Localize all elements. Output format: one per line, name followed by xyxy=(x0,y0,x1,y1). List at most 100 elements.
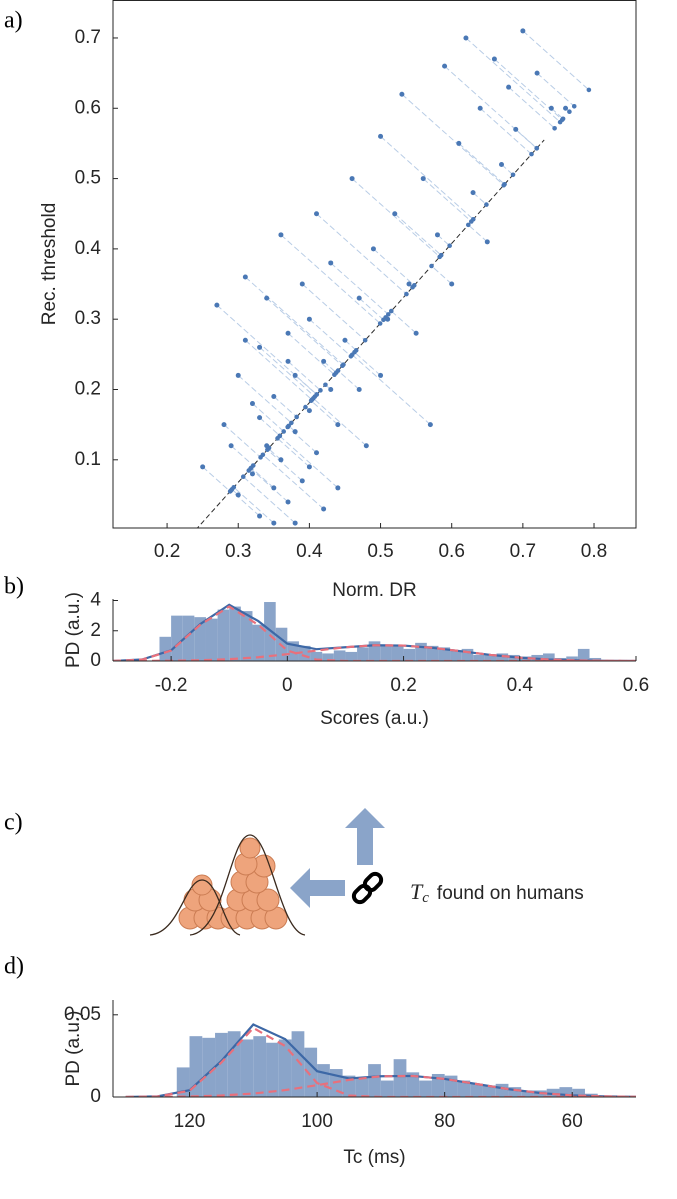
bar xyxy=(266,1042,279,1097)
point xyxy=(442,63,448,69)
bar xyxy=(508,1087,522,1097)
connector xyxy=(259,417,281,437)
connector xyxy=(458,143,505,185)
bar xyxy=(194,617,206,661)
connector xyxy=(294,375,317,395)
point xyxy=(413,330,419,336)
connector xyxy=(515,128,538,149)
point xyxy=(200,464,206,470)
caption-text: found on humans xyxy=(437,883,584,904)
y-tick-label: 0.4 xyxy=(75,238,102,259)
point xyxy=(249,401,255,407)
connector xyxy=(252,403,285,432)
projected-point xyxy=(468,219,474,224)
bar xyxy=(473,654,485,661)
point xyxy=(378,133,384,139)
connector xyxy=(358,297,384,321)
bar xyxy=(559,1087,573,1097)
point xyxy=(257,513,263,519)
projected-point xyxy=(388,308,394,314)
projected-point xyxy=(447,243,452,249)
point xyxy=(299,478,305,484)
bar xyxy=(227,1031,241,1097)
projected-point xyxy=(510,172,516,178)
bar xyxy=(304,1047,318,1097)
point xyxy=(235,492,241,498)
connector xyxy=(287,332,335,376)
connector xyxy=(344,339,357,351)
bar xyxy=(240,611,253,661)
point xyxy=(392,211,398,217)
x-tick-label: 0 xyxy=(282,675,293,696)
projected-point xyxy=(260,452,266,458)
bar xyxy=(380,644,392,661)
connector xyxy=(202,466,231,492)
y-tick-label: 2 xyxy=(90,620,101,641)
bar xyxy=(461,648,474,661)
bar xyxy=(495,1083,509,1097)
point xyxy=(285,499,291,505)
point xyxy=(563,105,569,111)
bar xyxy=(419,1080,432,1097)
x-tick-label: 0.8 xyxy=(581,541,607,562)
bar xyxy=(345,651,358,661)
point xyxy=(420,176,426,182)
x-tick-label: 0.5 xyxy=(367,541,393,562)
y-tick-label: 4 xyxy=(90,590,101,611)
bar xyxy=(403,648,416,661)
bar xyxy=(229,606,241,661)
bar xyxy=(572,1088,585,1097)
connector xyxy=(444,65,537,149)
point xyxy=(484,239,490,245)
point xyxy=(506,84,512,90)
bar xyxy=(543,653,555,661)
point xyxy=(235,372,241,378)
x-axis-label: Norm. DR xyxy=(332,580,416,601)
connector xyxy=(380,136,474,220)
projected-point xyxy=(502,181,507,187)
bar xyxy=(426,645,439,661)
bar xyxy=(287,641,299,661)
connector xyxy=(465,37,561,123)
point xyxy=(356,295,362,301)
projected-point xyxy=(318,388,323,393)
point xyxy=(335,485,341,491)
point xyxy=(321,506,327,512)
connector xyxy=(310,400,339,426)
point xyxy=(513,126,519,132)
point xyxy=(299,281,305,287)
projected-point xyxy=(294,414,299,420)
projected-point xyxy=(340,363,345,369)
point xyxy=(264,295,270,301)
point xyxy=(221,422,227,428)
connector xyxy=(279,435,339,489)
point xyxy=(306,464,312,470)
bar xyxy=(470,1083,483,1097)
projected-point xyxy=(323,382,328,388)
connector xyxy=(259,346,316,398)
connector xyxy=(501,164,514,176)
bar xyxy=(391,645,404,661)
panel-label: d) xyxy=(4,954,24,980)
axes-frame xyxy=(112,0,637,529)
y-axis-label: PD (a.u.) xyxy=(63,592,84,668)
point xyxy=(242,274,248,280)
point xyxy=(249,471,255,477)
point xyxy=(456,140,462,146)
point xyxy=(520,28,526,34)
point xyxy=(285,330,291,336)
x-tick-label: 100 xyxy=(301,1111,333,1132)
connector xyxy=(550,107,564,120)
y-tick-label: 0.5 xyxy=(75,168,101,189)
point xyxy=(534,70,540,76)
bar xyxy=(333,650,346,661)
connector xyxy=(237,375,292,424)
projected-point xyxy=(314,392,319,397)
projected-point xyxy=(281,429,286,434)
point xyxy=(342,337,348,343)
bar xyxy=(215,1032,228,1097)
point xyxy=(328,386,334,392)
connector xyxy=(337,370,360,390)
bar xyxy=(182,615,195,661)
bar xyxy=(457,1080,471,1097)
